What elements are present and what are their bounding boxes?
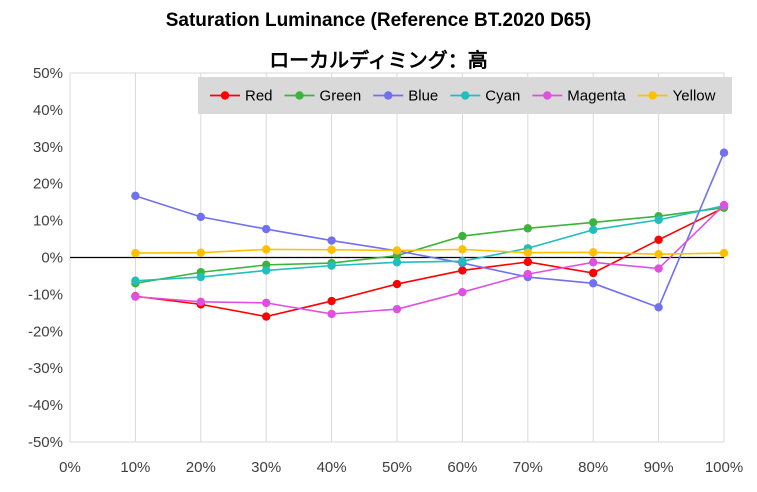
series-line-cyan [135, 205, 725, 282]
data-point-magenta [458, 287, 467, 297]
x-tick-label: 20% [186, 459, 216, 476]
data-point-red [262, 312, 271, 321]
legend-label-magenta: Magenta [567, 88, 626, 105]
legend-marker-blue [384, 91, 393, 100]
chart-title: Saturation Luminance (Reference BT.2020 … [165, 10, 592, 31]
data-point-magenta [654, 264, 663, 273]
data-point-magenta [392, 304, 402, 314]
y-tick-label: 20% [33, 176, 63, 193]
data-point-red [458, 266, 467, 275]
data-point-blue [719, 148, 729, 157]
x-tick-label: 70% [513, 459, 543, 476]
data-point-yellow [262, 245, 271, 254]
x-tick-label: 0% [59, 459, 81, 476]
data-point-yellow [719, 248, 729, 258]
y-tick-label: 30% [33, 139, 63, 156]
data-point-magenta [719, 200, 729, 210]
data-point-blue [262, 224, 271, 234]
legend-marker-yellow [648, 91, 657, 100]
data-point-magenta [589, 258, 598, 267]
data-point-cyan [589, 225, 598, 235]
data-point-blue [589, 279, 598, 288]
x-tick-label: 50% [382, 459, 412, 476]
x-tick-label: 60% [447, 459, 477, 476]
data-point-red [392, 279, 402, 289]
y-tick-label: -10% [28, 286, 63, 303]
data-point-cyan [196, 272, 205, 282]
legend-marker-red [220, 91, 230, 100]
data-point-yellow [196, 248, 205, 257]
data-point-red [654, 235, 663, 244]
data-point-red [589, 268, 598, 278]
data-point-yellow [654, 249, 663, 259]
series-line-blue [135, 152, 725, 309]
legend-label-blue: Blue [408, 88, 438, 105]
x-tick-label: 10% [120, 459, 150, 476]
y-tick-label: -30% [28, 360, 63, 377]
data-point-green [589, 218, 598, 227]
data-point-green [523, 224, 532, 233]
y-tick-label: 10% [33, 213, 63, 230]
legend-marker-green [295, 91, 304, 100]
x-tick-label: 30% [251, 459, 281, 476]
data-point-blue [654, 303, 663, 312]
data-point-yellow [131, 248, 140, 258]
data-point-yellow [327, 245, 336, 254]
data-point-green [458, 231, 467, 241]
y-tick-label: -40% [28, 397, 63, 414]
legend-marker-cyan [461, 91, 470, 100]
y-tick-label: 40% [33, 102, 63, 119]
series-line-green [135, 206, 725, 285]
data-point-cyan [262, 266, 271, 275]
data-point-magenta [262, 298, 271, 308]
data-point-red [523, 257, 532, 267]
data-point-yellow [589, 248, 598, 257]
data-point-cyan [131, 276, 140, 285]
legend-label-yellow: Yellow [673, 88, 716, 105]
data-point-yellow [523, 248, 532, 257]
y-tick-label: -50% [28, 434, 63, 451]
series-line-yellow [135, 248, 725, 255]
y-tick-label: 0% [41, 250, 63, 267]
series-line-red [135, 206, 725, 318]
x-tick-label: 90% [644, 459, 674, 476]
data-point-yellow [458, 245, 467, 254]
data-point-blue [196, 212, 205, 222]
data-point-red [327, 296, 336, 306]
data-point-cyan [392, 258, 402, 267]
legend-label-red: Red [245, 88, 273, 105]
chart-subtitle: ローカルディミング：高 [269, 48, 488, 72]
data-point-cyan [458, 256, 467, 266]
y-tick-label: -20% [28, 323, 63, 340]
x-tick-label: 40% [317, 459, 347, 476]
data-point-blue [327, 236, 336, 245]
data-point-magenta [523, 269, 532, 279]
data-point-cyan [654, 215, 663, 225]
legend-label-cyan: Cyan [485, 88, 520, 105]
data-point-magenta [196, 297, 205, 306]
data-point-cyan [327, 261, 336, 270]
legend-label-green: Green [320, 88, 362, 105]
x-tick-label: 80% [578, 459, 608, 476]
data-point-yellow [392, 246, 402, 255]
data-point-magenta [131, 292, 140, 301]
x-tick-label: 100% [705, 459, 743, 476]
series-line-magenta [135, 204, 725, 315]
data-point-blue [131, 191, 140, 201]
data-point-magenta [327, 309, 336, 319]
y-tick-label: 50% [33, 65, 63, 82]
legend-marker-magenta [543, 91, 552, 100]
